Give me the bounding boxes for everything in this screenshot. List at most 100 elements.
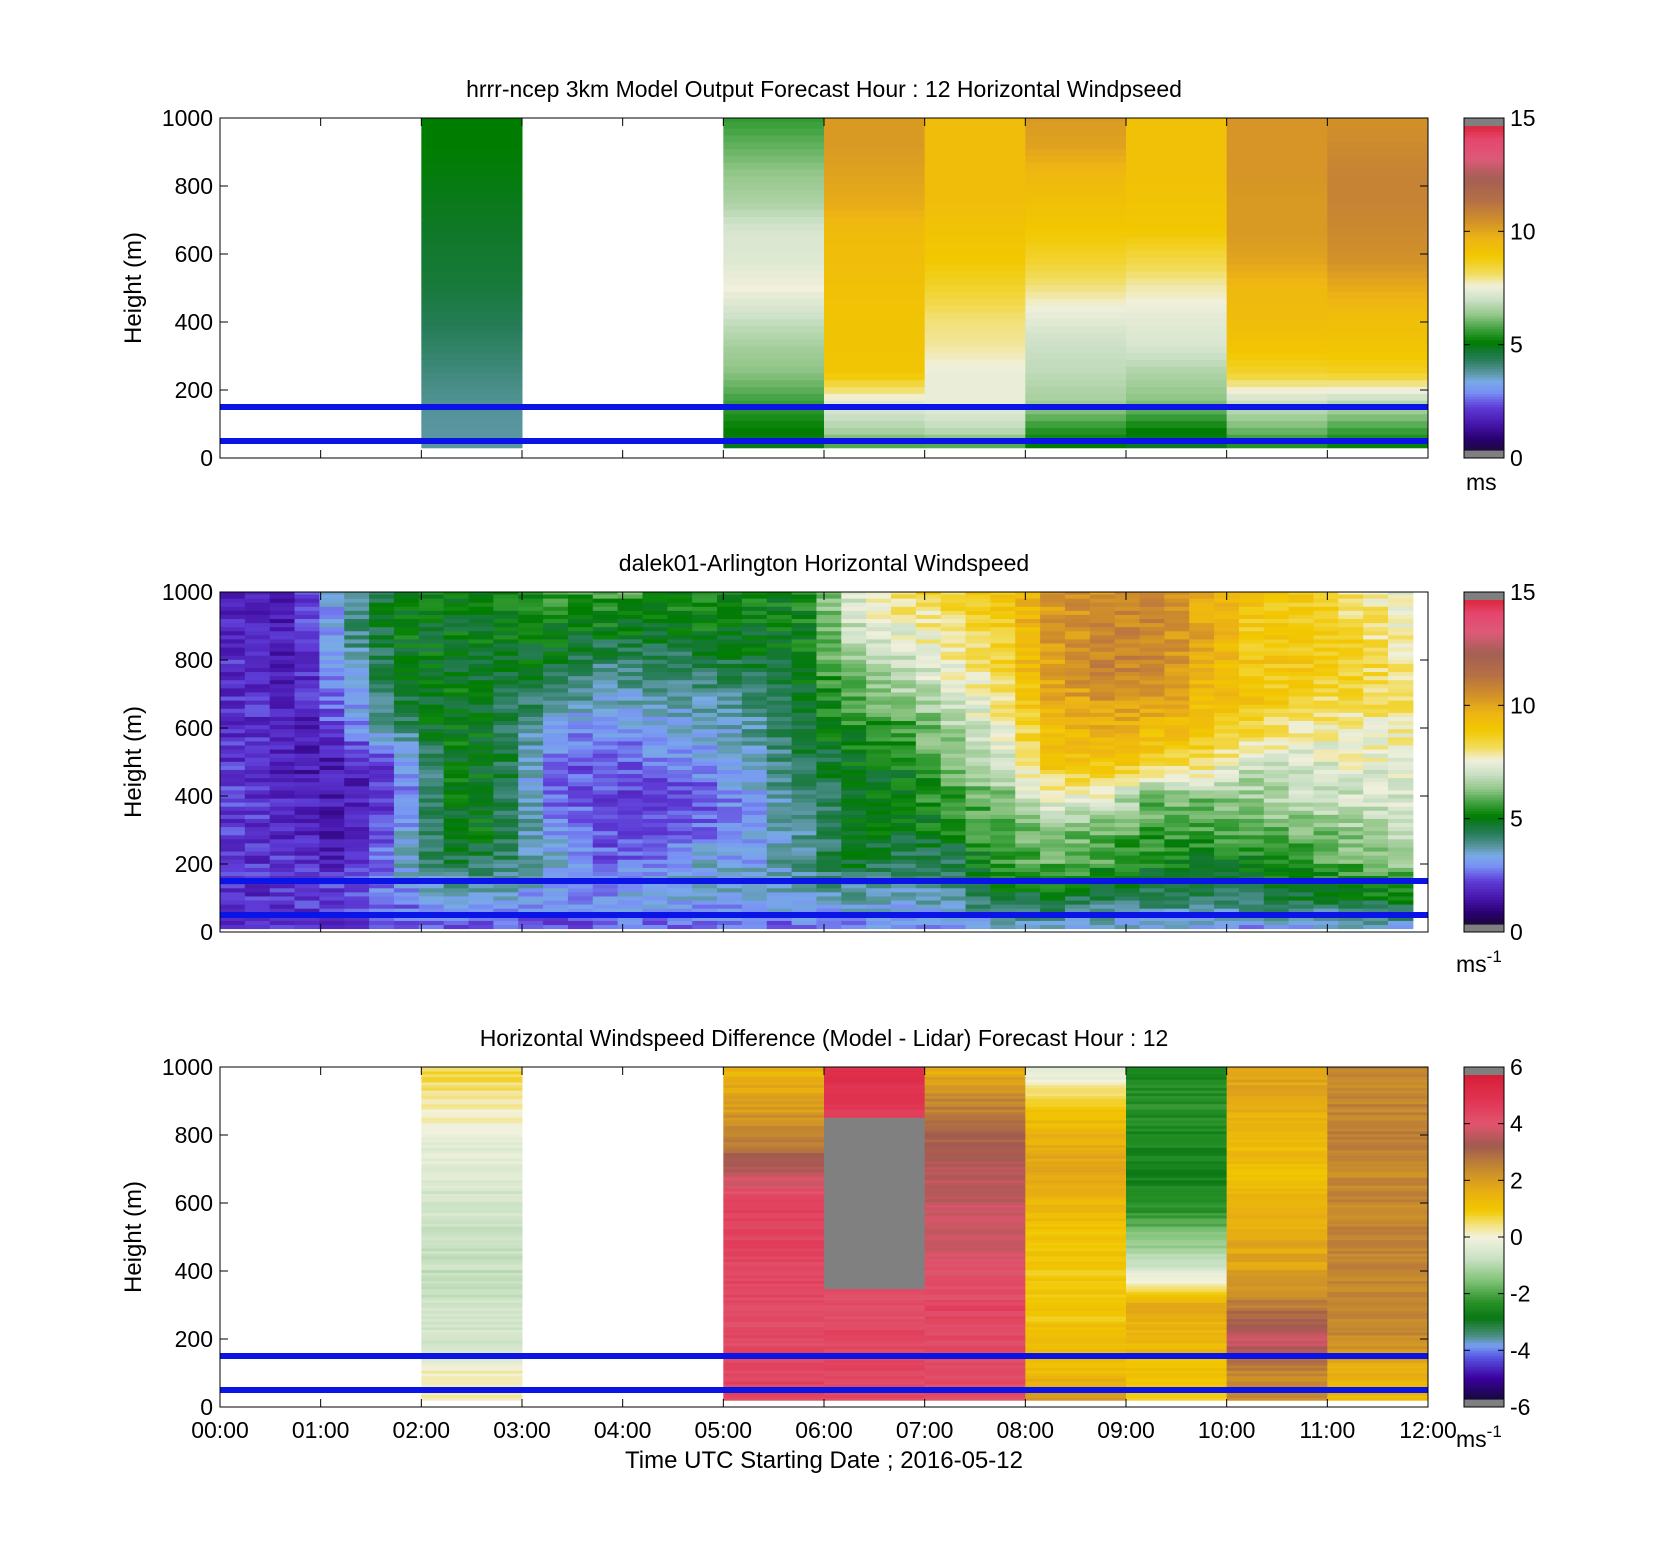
heatmap-cell [567,610,594,615]
heatmap-cell [1327,216,1429,224]
colorbar-swatch [1464,767,1504,771]
heatmap-cell [1089,883,1116,889]
heatmap-cell [220,916,246,921]
heatmap-cell [244,655,271,660]
heatmap-cell [1025,284,1127,292]
heatmap-cell [667,781,693,787]
heatmap-cell [592,814,619,819]
colorbar-swatch [1464,312,1504,316]
heatmap-cell [493,691,519,697]
heatmap-cell [369,712,395,717]
heatmap-cell [344,834,370,840]
heatmap-cell [1238,887,1265,893]
heatmap-cell [1089,777,1116,783]
heatmap-cell [1025,393,1127,401]
heatmap-cell [841,712,867,717]
heatmap-cell [642,798,668,803]
heatmap-cell [567,761,594,766]
heatmap-cell [1040,647,1066,652]
heatmap-cell [319,830,345,836]
heatmap-cell [692,638,718,644]
heatmap-cell [443,655,470,660]
heatmap-column [841,592,867,930]
heatmap-cell [841,863,867,868]
heatmap-cell [294,728,320,734]
heatmap-cell [518,610,544,615]
heatmap-cell [1238,924,1265,930]
heatmap-cell [617,598,643,603]
heatmap-cell [468,822,494,828]
heatmap-cell [294,798,320,803]
heatmap-cell [1263,638,1290,644]
heatmap-cell [717,806,743,811]
heatmap-cell [294,614,320,620]
heatmap-cell [1238,724,1265,730]
heatmap-cell [1164,859,1190,864]
heatmap-cell [866,691,892,697]
heatmap-cell [1189,740,1215,746]
heatmap-cell [816,610,842,615]
colorbar-swatch [1464,258,1504,262]
heatmap-cell [518,663,544,668]
heatmap-cell [791,842,817,848]
heatmap-cell [319,810,345,815]
heatmap-cell [1064,740,1091,746]
heatmap-cell [866,908,892,913]
heatmap-cell [1114,716,1141,722]
heatmap-cell [915,924,942,930]
heatmap-cell [1126,162,1228,170]
heatmap-cell [1214,789,1240,795]
heatmap-cell [1388,647,1414,652]
heatmap-cell [1114,598,1141,603]
heatmap-cell [1263,659,1290,664]
heatmap-cell [1139,671,1165,677]
heatmap-cell [866,920,892,926]
heatmap-cell [741,810,768,815]
heatmap-cell [723,243,825,252]
heatmap-cell [915,761,942,766]
heatmap-cell [567,798,594,803]
heatmap-cell [543,712,569,717]
heatmap-cell [421,1223,523,1227]
heatmap-cell [717,630,743,636]
heatmap-cell [1338,887,1364,893]
heatmap-cell [294,594,320,599]
heatmap-cell [717,855,743,860]
heatmap-cell [1015,773,1041,779]
heatmap-cell [1164,630,1190,636]
heatmap-cell [421,169,523,177]
heatmap-cell [1338,630,1364,636]
colorbar-swatch [1464,843,1504,847]
colorbar-swatch [1464,363,1504,367]
heatmap-cell [344,622,370,628]
heatmap-cell [1388,638,1414,644]
heatmap-cell [791,838,817,844]
colorbar-swatch [1464,142,1504,146]
heatmap-cell [692,634,718,640]
heatmap-cell [1164,789,1190,795]
heatmap-cell [1214,643,1240,648]
heatmap-cell [468,691,494,697]
heatmap-cell [1338,920,1364,926]
heatmap-cell [1263,867,1290,872]
heatmap-cell [1064,895,1091,901]
heatmap-cell [1114,834,1141,840]
heatmap-cell [1126,352,1228,360]
heatmap-cell [1238,704,1265,709]
heatmap-cell [220,806,246,811]
colorbar-swatch [1464,428,1504,432]
heatmap-cell [393,610,420,615]
colorbar-swatch [1464,648,1504,652]
heatmap-cell [1363,789,1389,795]
heatmap-cell [1214,908,1240,913]
heatmap-cell [866,900,892,905]
colorbar-swatch [1464,393,1504,397]
heatmap-cell [443,822,470,828]
heatmap-cell [667,598,693,603]
heatmap-cell [841,834,867,840]
heatmap-cell [1126,359,1228,367]
heatmap-cell [717,638,743,644]
heatmap-cell [866,663,892,668]
heatmap-cell [891,728,917,734]
heatmap-cell [1139,622,1165,628]
